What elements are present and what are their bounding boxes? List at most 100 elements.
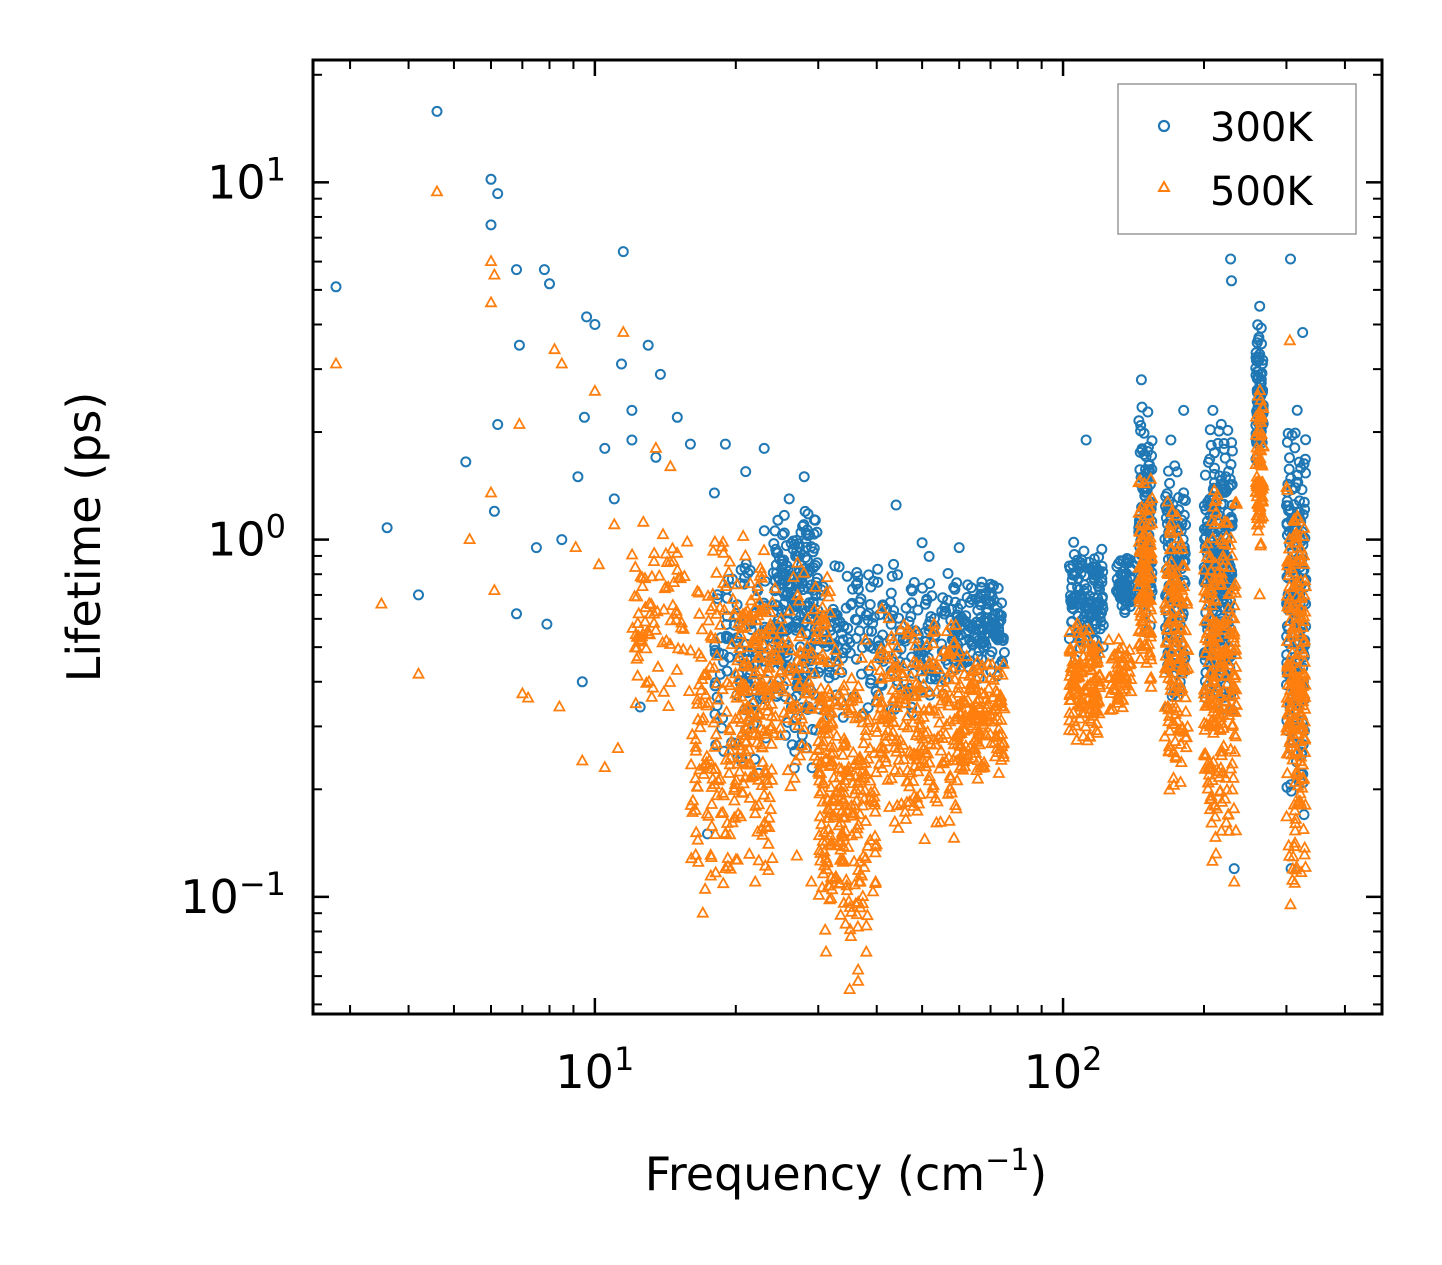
data-point-500K — [961, 693, 975, 705]
data-point-500K — [743, 640, 758, 652]
data-point-500K — [1255, 427, 1269, 439]
data-point-300K — [1204, 424, 1216, 436]
data-point-500K — [694, 683, 708, 695]
data-point-500K — [989, 729, 1003, 742]
data-point-500K — [845, 808, 860, 821]
data-point-500K — [857, 792, 871, 804]
data-point-500K — [882, 651, 896, 664]
data-point-300K — [844, 637, 856, 649]
data-point-500K — [939, 688, 953, 700]
data-point-500K — [934, 743, 948, 756]
data-point-300K — [769, 599, 781, 611]
data-point-500K — [647, 554, 661, 566]
data-point-500K — [797, 565, 811, 578]
data-point-500K — [847, 854, 861, 867]
data-point-300K — [1067, 567, 1079, 579]
data-point-500K — [695, 622, 709, 635]
data-point-500K — [1297, 632, 1312, 645]
data-point-500K — [776, 636, 790, 648]
data-point-500K — [1229, 729, 1243, 742]
data-point-500K — [1209, 846, 1223, 859]
data-point-300K — [1066, 574, 1078, 586]
data-point-500K — [718, 827, 732, 839]
data-point-500K — [1206, 704, 1220, 717]
data-point-500K — [1162, 709, 1176, 721]
data-point-500K — [868, 845, 882, 858]
data-point-500K — [1221, 516, 1235, 528]
data-point-500K — [1202, 591, 1216, 603]
data-point-500K — [987, 714, 1001, 727]
data-point-500K — [1163, 723, 1177, 736]
data-point-500K — [1169, 749, 1183, 761]
data-point-500K — [1226, 771, 1240, 783]
data-point-500K — [1113, 672, 1127, 685]
data-point-500K — [1228, 744, 1242, 757]
data-point-500K — [709, 727, 723, 740]
data-point-500K — [1073, 631, 1087, 643]
data-point-500K — [821, 682, 835, 695]
data-point-500K — [1197, 747, 1211, 760]
legend: 300K 500K — [1117, 83, 1357, 235]
data-point-300K — [963, 620, 975, 632]
data-point-500K — [859, 851, 873, 863]
data-point-300K — [1135, 420, 1147, 431]
data-point-500K — [872, 756, 886, 769]
data-point-300K — [1225, 459, 1237, 470]
data-point-500K — [859, 767, 873, 780]
data-point-300K — [886, 570, 898, 582]
data-point-500K — [972, 724, 986, 736]
data-point-500K — [950, 649, 964, 662]
data-point-500K — [1092, 668, 1106, 680]
data-point-500K — [853, 874, 867, 887]
data-point-500K — [1070, 641, 1084, 653]
data-point-500K — [1172, 610, 1186, 623]
data-point-500K — [738, 702, 752, 715]
data-point-300K — [1094, 598, 1106, 610]
data-point-500K — [1162, 714, 1176, 727]
data-point-500K — [1213, 723, 1227, 735]
data-point-300K — [776, 529, 788, 541]
data-point-500K — [1085, 662, 1099, 675]
data-point-500K — [729, 852, 743, 865]
data-point-500K — [704, 629, 718, 641]
data-point-500K — [588, 383, 602, 396]
data-point-300K — [720, 630, 732, 642]
data-point-500K — [906, 715, 920, 728]
data-point-500K — [1283, 897, 1298, 910]
data-point-500K — [1079, 635, 1093, 648]
data-point-500K — [963, 677, 978, 690]
data-point-500K — [1283, 733, 1297, 745]
data-point-500K — [908, 708, 922, 721]
data-point-500K — [1224, 689, 1239, 702]
data-point-300K — [953, 542, 965, 554]
data-point-500K — [484, 254, 498, 267]
data-point-500K — [1168, 734, 1182, 746]
data-point-500K — [760, 704, 775, 716]
data-point-500K — [1255, 493, 1269, 505]
data-point-300K — [875, 678, 887, 690]
data-point-300K — [778, 509, 790, 521]
data-point-500K — [971, 753, 985, 765]
data-point-500K — [816, 653, 830, 666]
data-point-500K — [1091, 693, 1106, 706]
data-point-500K — [819, 584, 833, 597]
data-point-300K — [900, 602, 912, 614]
data-point-500K — [1291, 661, 1305, 674]
data-point-300K — [890, 499, 902, 511]
data-point-500K — [1138, 637, 1152, 650]
data-point-500K — [1221, 807, 1235, 819]
data-point-500K — [732, 641, 746, 653]
data-point-500K — [1109, 683, 1123, 695]
data-point-500K — [716, 545, 731, 558]
data-point-500K — [1172, 655, 1186, 668]
data-point-500K — [720, 704, 734, 717]
data-point-500K — [463, 532, 477, 544]
data-point-500K — [807, 602, 821, 615]
data-point-500K — [645, 690, 659, 702]
data-point-500K — [825, 716, 839, 729]
data-point-500K — [746, 769, 760, 781]
data-point-500K — [754, 721, 768, 733]
data-point-300K — [975, 588, 987, 600]
data-point-500K — [831, 653, 845, 666]
data-point-300K — [823, 672, 835, 684]
